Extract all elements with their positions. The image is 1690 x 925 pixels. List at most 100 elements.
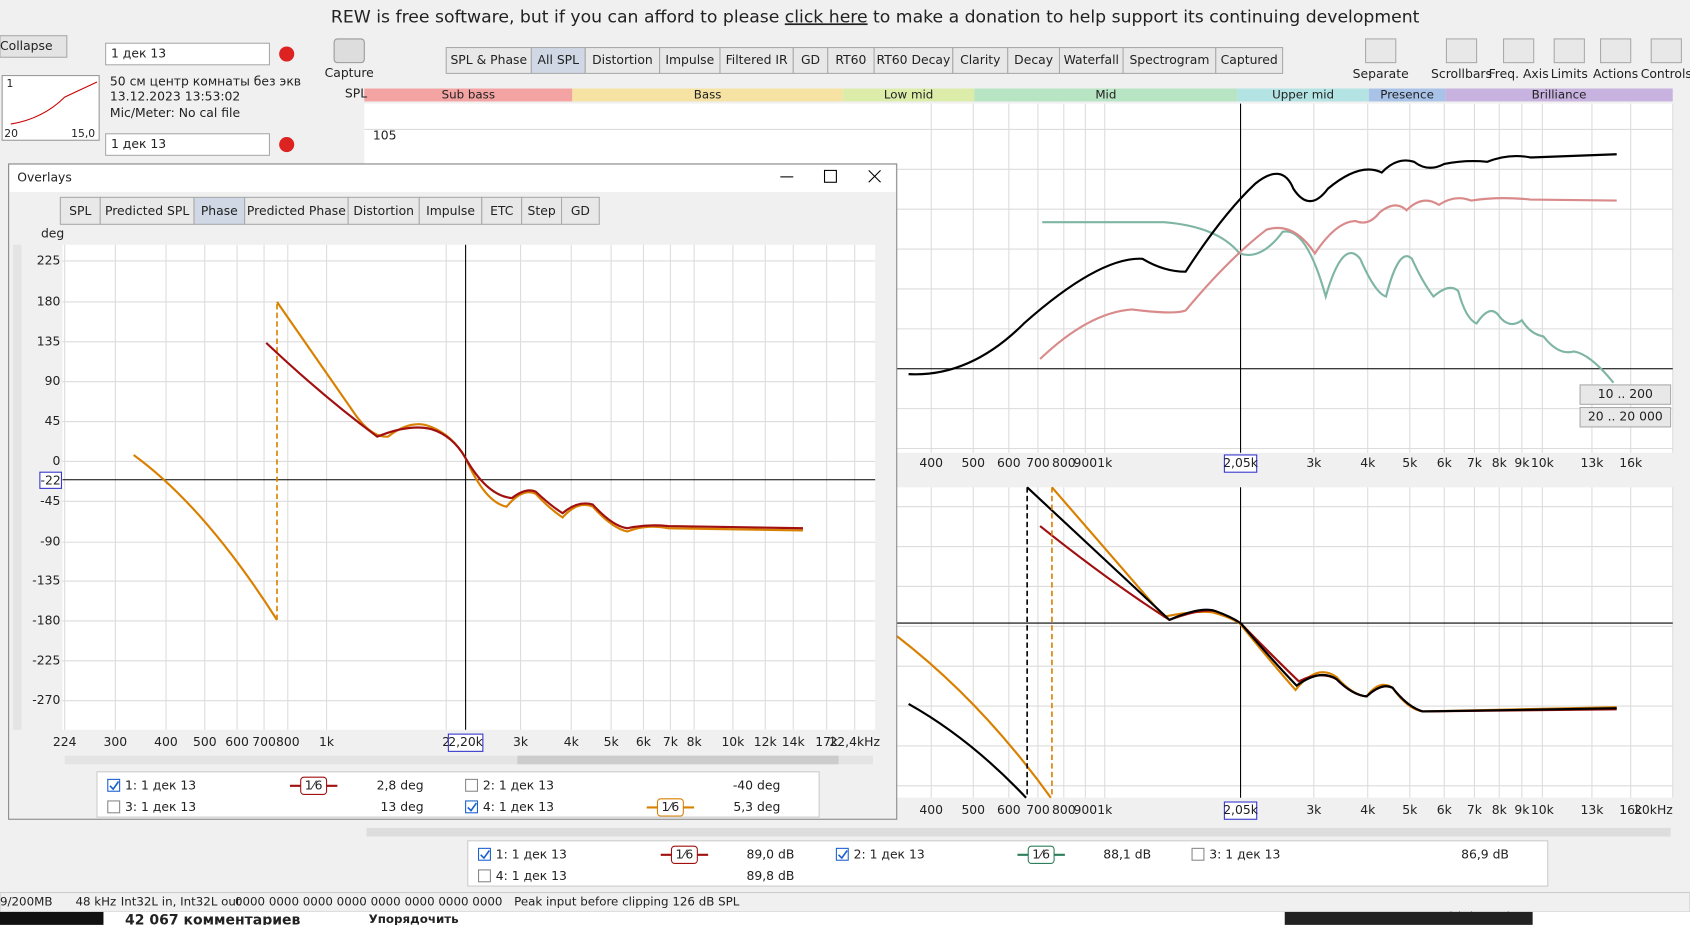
checkbox[interactable]: [465, 800, 479, 814]
band: [1368, 88, 1446, 102]
x-tick-label: 8k: [687, 734, 703, 749]
band: [572, 88, 843, 102]
remove-button[interactable]: [279, 137, 295, 153]
tab[interactable]: [873, 47, 954, 74]
scroll-thumb[interactable]: [517, 755, 839, 765]
status-text: 0000 0000 0000 0000 0000 0000 0000 0000: [235, 895, 503, 909]
tab[interactable]: [1058, 47, 1124, 74]
tab[interactable]: [481, 196, 523, 225]
legend-value: 89,8 dB: [746, 868, 794, 883]
donate-link[interactable]: click here: [785, 7, 868, 27]
smoothing-box: [300, 776, 328, 796]
window-title: Overlays: [17, 169, 72, 184]
tool-button[interactable]: [1503, 38, 1535, 64]
legend-box: [467, 840, 1549, 887]
name-field[interactable]: [105, 133, 270, 156]
x-tick-label: 600: [997, 802, 1021, 817]
x-tick-label: 3k: [1306, 802, 1322, 817]
tab-label: All SPL: [538, 52, 580, 67]
tab[interactable]: [1215, 47, 1284, 74]
tab[interactable]: [347, 196, 420, 225]
tab[interactable]: [418, 196, 483, 225]
checkbox[interactable]: [835, 847, 849, 861]
overlay-plot: [62, 244, 876, 730]
remove-button[interactable]: [279, 46, 295, 62]
tab[interactable]: [827, 47, 875, 74]
x-tick-label: 13k: [1580, 455, 1604, 470]
tab-label: Distortion: [592, 52, 653, 67]
tab[interactable]: [244, 196, 349, 225]
tab[interactable]: [59, 196, 101, 225]
y-tick-label: -135: [32, 573, 60, 588]
taskbar-text: 42 067 комментариев: [125, 913, 301, 925]
maximize[interactable]: [823, 169, 837, 183]
thumbnail-curve: [10, 81, 98, 125]
band-label: Upper mid: [1272, 87, 1334, 101]
tool-label: Separate: [1353, 66, 1409, 81]
checkbox[interactable]: [107, 800, 121, 814]
cursor-label: 2,05k: [1223, 802, 1259, 817]
tool-button[interactable]: [1365, 38, 1397, 64]
scrollbar[interactable]: [366, 827, 1671, 837]
x-tick-label: 600: [225, 734, 249, 749]
x-tick-label: 6k: [1437, 802, 1453, 817]
checkbox[interactable]: [465, 778, 479, 792]
x-tick-label: 1k: [1097, 802, 1113, 817]
tab[interactable]: [1122, 47, 1217, 74]
scrollbar[interactable]: [12, 244, 22, 730]
scrollbar[interactable]: [64, 755, 874, 765]
status-text: Int32L in, Int32L out: [121, 895, 241, 909]
range-label: 10 .. 200: [1598, 386, 1653, 401]
taskbar-block: [0, 911, 104, 925]
x-tick-label: 9k: [1514, 455, 1530, 470]
axis-unit: deg: [41, 226, 64, 241]
tab[interactable]: [445, 47, 532, 74]
tool-button[interactable]: [1650, 38, 1682, 64]
tab[interactable]: [530, 47, 586, 74]
legend-value: 86,9 dB: [1461, 846, 1509, 861]
thumb-label: 20: [4, 127, 18, 140]
checkbox[interactable]: [1191, 847, 1205, 861]
y-tick-label: 135: [37, 333, 61, 348]
collapse-button[interactable]: [0, 35, 68, 58]
tab-label: Decay: [1014, 52, 1053, 67]
measurement-name: 1 дек 13: [111, 46, 166, 61]
tool-button[interactable]: [1600, 38, 1632, 64]
curves: [896, 153, 1617, 799]
x-tick-label: 1k: [1097, 455, 1113, 470]
tab[interactable]: [952, 47, 1009, 74]
checkbox[interactable]: [478, 847, 491, 861]
x-tick-label: 700: [252, 734, 276, 749]
checkbox[interactable]: [478, 869, 491, 883]
smoothing-label: 1⁄6: [675, 846, 693, 861]
tab[interactable]: [792, 47, 829, 74]
legend-label: 2: 1 дек 13: [854, 846, 925, 861]
smoothing-box: [656, 798, 684, 817]
range-label: 20 .. 20 000: [1588, 409, 1663, 424]
tab[interactable]: [560, 196, 600, 225]
y-tick-label: 45: [45, 413, 61, 428]
tab[interactable]: [659, 47, 721, 74]
range-button[interactable]: [1579, 406, 1672, 428]
tab[interactable]: [99, 196, 195, 225]
legend-value: 13 deg: [381, 799, 424, 814]
checkbox[interactable]: [107, 778, 121, 792]
range-button[interactable]: [1579, 384, 1672, 405]
tab[interactable]: [1007, 47, 1061, 74]
tab-label: Impulse: [665, 52, 714, 67]
capture-button[interactable]: [333, 38, 365, 64]
x-tick-label: 5k: [1402, 802, 1418, 817]
x-tick-label: 6k: [636, 734, 652, 749]
tab[interactable]: [521, 196, 563, 225]
band: [1445, 88, 1673, 102]
y-tick-label: 0: [52, 453, 60, 468]
x-tick-label: 500: [193, 734, 217, 749]
close[interactable]: [868, 170, 881, 183]
x-tick-label: 16k: [1619, 455, 1643, 470]
tool-button[interactable]: [1553, 38, 1585, 64]
x-tick-label: 6k: [1437, 455, 1453, 470]
tab[interactable]: [193, 196, 246, 225]
name-field[interactable]: [105, 42, 270, 66]
tool-button[interactable]: [1445, 38, 1478, 64]
measurement-date: 13.12.2023 13:53:02: [110, 89, 240, 104]
